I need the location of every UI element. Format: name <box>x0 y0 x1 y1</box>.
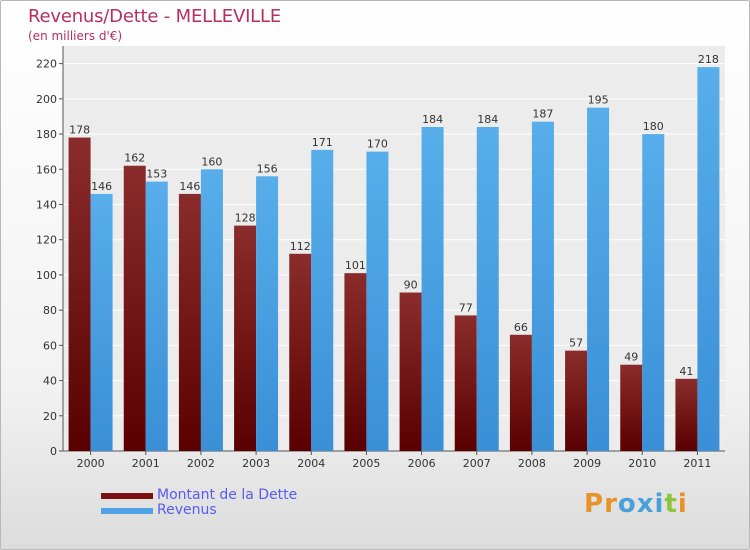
data-label-revenus: 170 <box>367 138 388 151</box>
x-tick-label: 2006 <box>408 457 436 470</box>
bar-dette <box>675 378 698 451</box>
data-label-revenus: 218 <box>698 53 719 66</box>
x-tick-label: 2004 <box>297 457 325 470</box>
data-label-dette: 66 <box>514 321 528 334</box>
y-tick-label: 80 <box>43 304 57 317</box>
bar-revenus <box>531 121 554 451</box>
bar-revenus <box>587 107 610 451</box>
logo-letter: i <box>654 489 665 519</box>
data-label-revenus: 171 <box>312 136 333 149</box>
bar-dette <box>234 225 257 451</box>
data-label-revenus: 184 <box>422 113 443 126</box>
data-label-revenus: 156 <box>257 162 278 175</box>
data-label-dette: 162 <box>124 152 145 165</box>
bar-revenus <box>256 176 279 451</box>
bar-dette <box>399 292 422 451</box>
bar-revenus <box>476 127 499 451</box>
bar-dette <box>123 165 146 451</box>
data-label-revenus: 184 <box>477 113 498 126</box>
bar-revenus <box>697 67 720 451</box>
legend-label-dette: Montant de la Dette <box>157 487 298 503</box>
y-tick-label: 220 <box>36 58 57 71</box>
chart-subtitle: (en milliers d'€) <box>28 29 123 43</box>
bar-dette <box>509 334 532 451</box>
y-tick-label: 200 <box>36 93 57 106</box>
data-label-revenus: 180 <box>643 120 664 133</box>
data-label-dette: 146 <box>179 180 200 193</box>
x-tick-label: 2002 <box>187 457 215 470</box>
y-tick-label: 20 <box>43 410 57 423</box>
plot-area <box>63 46 725 451</box>
bar-revenus <box>145 181 168 451</box>
y-tick-label: 140 <box>36 198 57 211</box>
y-tick-label: 180 <box>36 128 57 141</box>
x-tick-label: 2007 <box>463 457 491 470</box>
x-tick-label: 2001 <box>132 457 160 470</box>
logo-letter: x <box>636 489 655 519</box>
data-label-revenus: 160 <box>201 155 222 168</box>
bar-dette <box>68 137 91 451</box>
data-label-revenus: 153 <box>146 168 167 181</box>
bar-revenus <box>311 149 334 452</box>
data-label-revenus: 146 <box>91 180 112 193</box>
y-tick-label: 100 <box>36 269 57 282</box>
bar-revenus <box>200 169 223 451</box>
bar-revenus <box>642 134 665 452</box>
legend-item-dette: Montant de la Dette <box>101 488 297 503</box>
bar-revenus <box>90 193 113 452</box>
x-tick-label: 2010 <box>628 457 656 470</box>
logo-letter: t <box>664 489 678 519</box>
chart-title: Revenus/Dette - MELLEVILLE <box>28 6 282 27</box>
x-tick-label: 2000 <box>77 457 105 470</box>
legend-item-revenus: Revenus <box>101 503 297 518</box>
data-label-dette: 178 <box>69 124 90 137</box>
data-label-dette: 49 <box>624 351 638 364</box>
logo-letter: o <box>617 489 637 519</box>
legend-swatch-revenus <box>101 507 153 514</box>
logo-letter: i <box>677 489 688 519</box>
data-label-dette: 57 <box>569 337 583 350</box>
x-tick-label: 2005 <box>352 457 380 470</box>
data-label-dette: 41 <box>679 365 693 378</box>
x-tick-label: 2008 <box>518 457 546 470</box>
bar-revenus <box>366 151 389 452</box>
bar-dette <box>454 315 477 451</box>
data-label-dette: 101 <box>345 259 366 272</box>
data-label-dette: 90 <box>404 279 418 292</box>
bar-revenus <box>421 127 444 451</box>
legend-label-revenus: Revenus <box>157 502 217 518</box>
y-tick-label: 40 <box>43 375 57 388</box>
bar-dette <box>178 193 201 452</box>
x-tick-label: 2003 <box>242 457 270 470</box>
bar-dette <box>344 273 367 451</box>
y-tick-label: 60 <box>43 339 57 352</box>
x-tick-label: 2011 <box>683 457 711 470</box>
logo-letter: r <box>604 489 618 519</box>
x-tick-label: 2009 <box>573 457 601 470</box>
legend: Montant de la Dette Revenus <box>101 488 297 518</box>
data-label-dette: 77 <box>459 301 473 314</box>
bar-dette <box>620 364 643 451</box>
logo-letter: P <box>584 489 605 519</box>
bar-dette <box>565 350 588 451</box>
data-label-revenus: 187 <box>532 108 553 121</box>
data-label-dette: 128 <box>235 212 256 225</box>
y-tick-label: 120 <box>36 234 57 247</box>
data-label-revenus: 195 <box>588 94 609 107</box>
proxiti-logo: Proxiti <box>584 489 688 519</box>
legend-swatch-dette <box>101 492 153 499</box>
y-tick-label: 160 <box>36 163 57 176</box>
bar-dette <box>289 253 312 451</box>
y-tick-label: 0 <box>50 445 57 458</box>
data-label-dette: 112 <box>290 240 311 253</box>
